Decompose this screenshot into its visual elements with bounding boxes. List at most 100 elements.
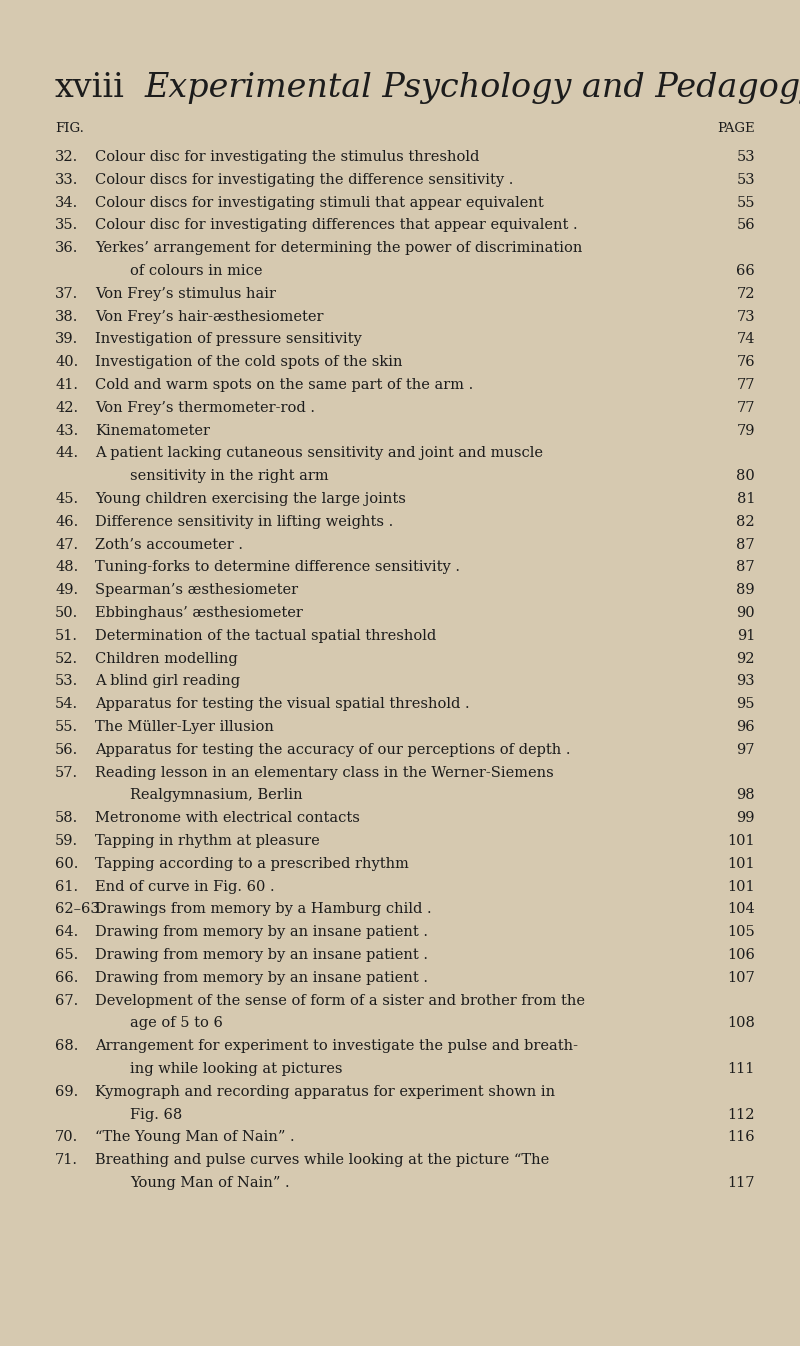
Text: 37.: 37.	[55, 287, 78, 300]
Text: A patient lacking cutaneous sensitivity and joint and muscle: A patient lacking cutaneous sensitivity …	[95, 447, 543, 460]
Text: 32.: 32.	[55, 149, 78, 164]
Text: 49.: 49.	[55, 583, 78, 598]
Text: 52.: 52.	[55, 651, 78, 666]
Text: PAGE: PAGE	[718, 122, 755, 135]
Text: 87: 87	[736, 560, 755, 575]
Text: 57.: 57.	[55, 766, 78, 779]
Text: 91: 91	[737, 629, 755, 643]
Text: Development of the sense of form of a sister and brother from the: Development of the sense of form of a si…	[95, 993, 585, 1008]
Text: 72: 72	[737, 287, 755, 300]
Text: Drawing from memory by an insane patient .: Drawing from memory by an insane patient…	[95, 925, 428, 940]
Text: 66.: 66.	[55, 970, 78, 985]
Text: “The Young Man of Nain” .: “The Young Man of Nain” .	[95, 1131, 294, 1144]
Text: Drawings from memory by a Hamburg child .: Drawings from memory by a Hamburg child …	[95, 902, 432, 917]
Text: 64.: 64.	[55, 925, 78, 940]
Text: 40.: 40.	[55, 355, 78, 369]
Text: Kymograph and recording apparatus for experiment shown in: Kymograph and recording apparatus for ex…	[95, 1085, 555, 1098]
Text: 101: 101	[727, 879, 755, 894]
Text: 38.: 38.	[55, 310, 78, 323]
Text: Investigation of pressure sensitivity: Investigation of pressure sensitivity	[95, 332, 362, 346]
Text: Fig. 68: Fig. 68	[130, 1108, 182, 1121]
Text: of colours in mice: of colours in mice	[130, 264, 262, 279]
Text: age of 5 to 6: age of 5 to 6	[130, 1016, 223, 1031]
Text: Tapping according to a prescribed rhythm: Tapping according to a prescribed rhythm	[95, 857, 409, 871]
Text: 80: 80	[736, 470, 755, 483]
Text: 81: 81	[737, 493, 755, 506]
Text: 53: 53	[736, 172, 755, 187]
Text: Metronome with electrical contacts: Metronome with electrical contacts	[95, 812, 360, 825]
Text: Apparatus for testing the accuracy of our perceptions of depth .: Apparatus for testing the accuracy of ou…	[95, 743, 570, 756]
Text: Colour disc for investigating differences that appear equivalent .: Colour disc for investigating difference…	[95, 218, 578, 233]
Text: 95: 95	[737, 697, 755, 711]
Text: Ebbinghaus’ æsthesiometer: Ebbinghaus’ æsthesiometer	[95, 606, 303, 621]
Text: Drawing from memory by an insane patient .: Drawing from memory by an insane patient…	[95, 970, 428, 985]
Text: Tuning-forks to determine difference sensitivity .: Tuning-forks to determine difference sen…	[95, 560, 460, 575]
Text: 98: 98	[736, 789, 755, 802]
Text: Yerkes’ arrangement for determining the power of discrimination: Yerkes’ arrangement for determining the …	[95, 241, 582, 256]
Text: 56: 56	[736, 218, 755, 233]
Text: Experimental Psychology and Pedagogy: Experimental Psychology and Pedagogy	[145, 71, 800, 104]
Text: 82: 82	[736, 514, 755, 529]
Text: 33.: 33.	[55, 172, 78, 187]
Text: 79: 79	[737, 424, 755, 437]
Text: Determination of the tactual spatial threshold: Determination of the tactual spatial thr…	[95, 629, 436, 643]
Text: 53.: 53.	[55, 674, 78, 688]
Text: 59.: 59.	[55, 835, 78, 848]
Text: Reading lesson in an elementary class in the Werner-Siemens: Reading lesson in an elementary class in…	[95, 766, 554, 779]
Text: 42.: 42.	[55, 401, 78, 415]
Text: 36.: 36.	[55, 241, 78, 256]
Text: 101: 101	[727, 835, 755, 848]
Text: Realgymnasium, Berlin: Realgymnasium, Berlin	[130, 789, 302, 802]
Text: 65.: 65.	[55, 948, 78, 962]
Text: 67.: 67.	[55, 993, 78, 1008]
Text: 77: 77	[737, 378, 755, 392]
Text: 46.: 46.	[55, 514, 78, 529]
Text: Tapping in rhythm at pleasure: Tapping in rhythm at pleasure	[95, 835, 320, 848]
Text: 112: 112	[727, 1108, 755, 1121]
Text: Cold and warm spots on the same part of the arm .: Cold and warm spots on the same part of …	[95, 378, 474, 392]
Text: 34.: 34.	[55, 195, 78, 210]
Text: Young Man of Nain” .: Young Man of Nain” .	[130, 1176, 290, 1190]
Text: 107: 107	[727, 970, 755, 985]
Text: 96: 96	[736, 720, 755, 734]
Text: 76: 76	[736, 355, 755, 369]
Text: 108: 108	[727, 1016, 755, 1031]
Text: 71.: 71.	[55, 1154, 78, 1167]
Text: 45.: 45.	[55, 493, 78, 506]
Text: 104: 104	[727, 902, 755, 917]
Text: 56.: 56.	[55, 743, 78, 756]
Text: 48.: 48.	[55, 560, 78, 575]
Text: 77: 77	[737, 401, 755, 415]
Text: ing while looking at pictures: ing while looking at pictures	[130, 1062, 342, 1075]
Text: 55.: 55.	[55, 720, 78, 734]
Text: A blind girl reading: A blind girl reading	[95, 674, 240, 688]
Text: 87: 87	[736, 537, 755, 552]
Text: 44.: 44.	[55, 447, 78, 460]
Text: 117: 117	[727, 1176, 755, 1190]
Text: 116: 116	[727, 1131, 755, 1144]
Text: 47.: 47.	[55, 537, 78, 552]
Text: 105: 105	[727, 925, 755, 940]
Text: sensitivity in the right arm: sensitivity in the right arm	[130, 470, 329, 483]
Text: 35.: 35.	[55, 218, 78, 233]
Text: 99: 99	[737, 812, 755, 825]
Text: 93: 93	[736, 674, 755, 688]
Text: Children modelling: Children modelling	[95, 651, 238, 666]
Text: Spearman’s æsthesiometer: Spearman’s æsthesiometer	[95, 583, 298, 598]
Text: 90: 90	[736, 606, 755, 621]
Text: End of curve in Fig. 60 .: End of curve in Fig. 60 .	[95, 879, 274, 894]
Text: Difference sensitivity in lifting weights .: Difference sensitivity in lifting weight…	[95, 514, 394, 529]
Text: The Müller-Lyer illusion: The Müller-Lyer illusion	[95, 720, 274, 734]
Text: 106: 106	[727, 948, 755, 962]
Text: Drawing from memory by an insane patient .: Drawing from memory by an insane patient…	[95, 948, 428, 962]
Text: 62–63.: 62–63.	[55, 902, 104, 917]
Text: 69.: 69.	[55, 1085, 78, 1098]
Text: 68.: 68.	[55, 1039, 78, 1053]
Text: 53: 53	[736, 149, 755, 164]
Text: Colour disc for investigating the stimulus threshold: Colour disc for investigating the stimul…	[95, 149, 479, 164]
Text: 58.: 58.	[55, 812, 78, 825]
Text: Young children exercising the large joints: Young children exercising the large join…	[95, 493, 406, 506]
Text: 43.: 43.	[55, 424, 78, 437]
Text: 74: 74	[737, 332, 755, 346]
Text: 50.: 50.	[55, 606, 78, 621]
